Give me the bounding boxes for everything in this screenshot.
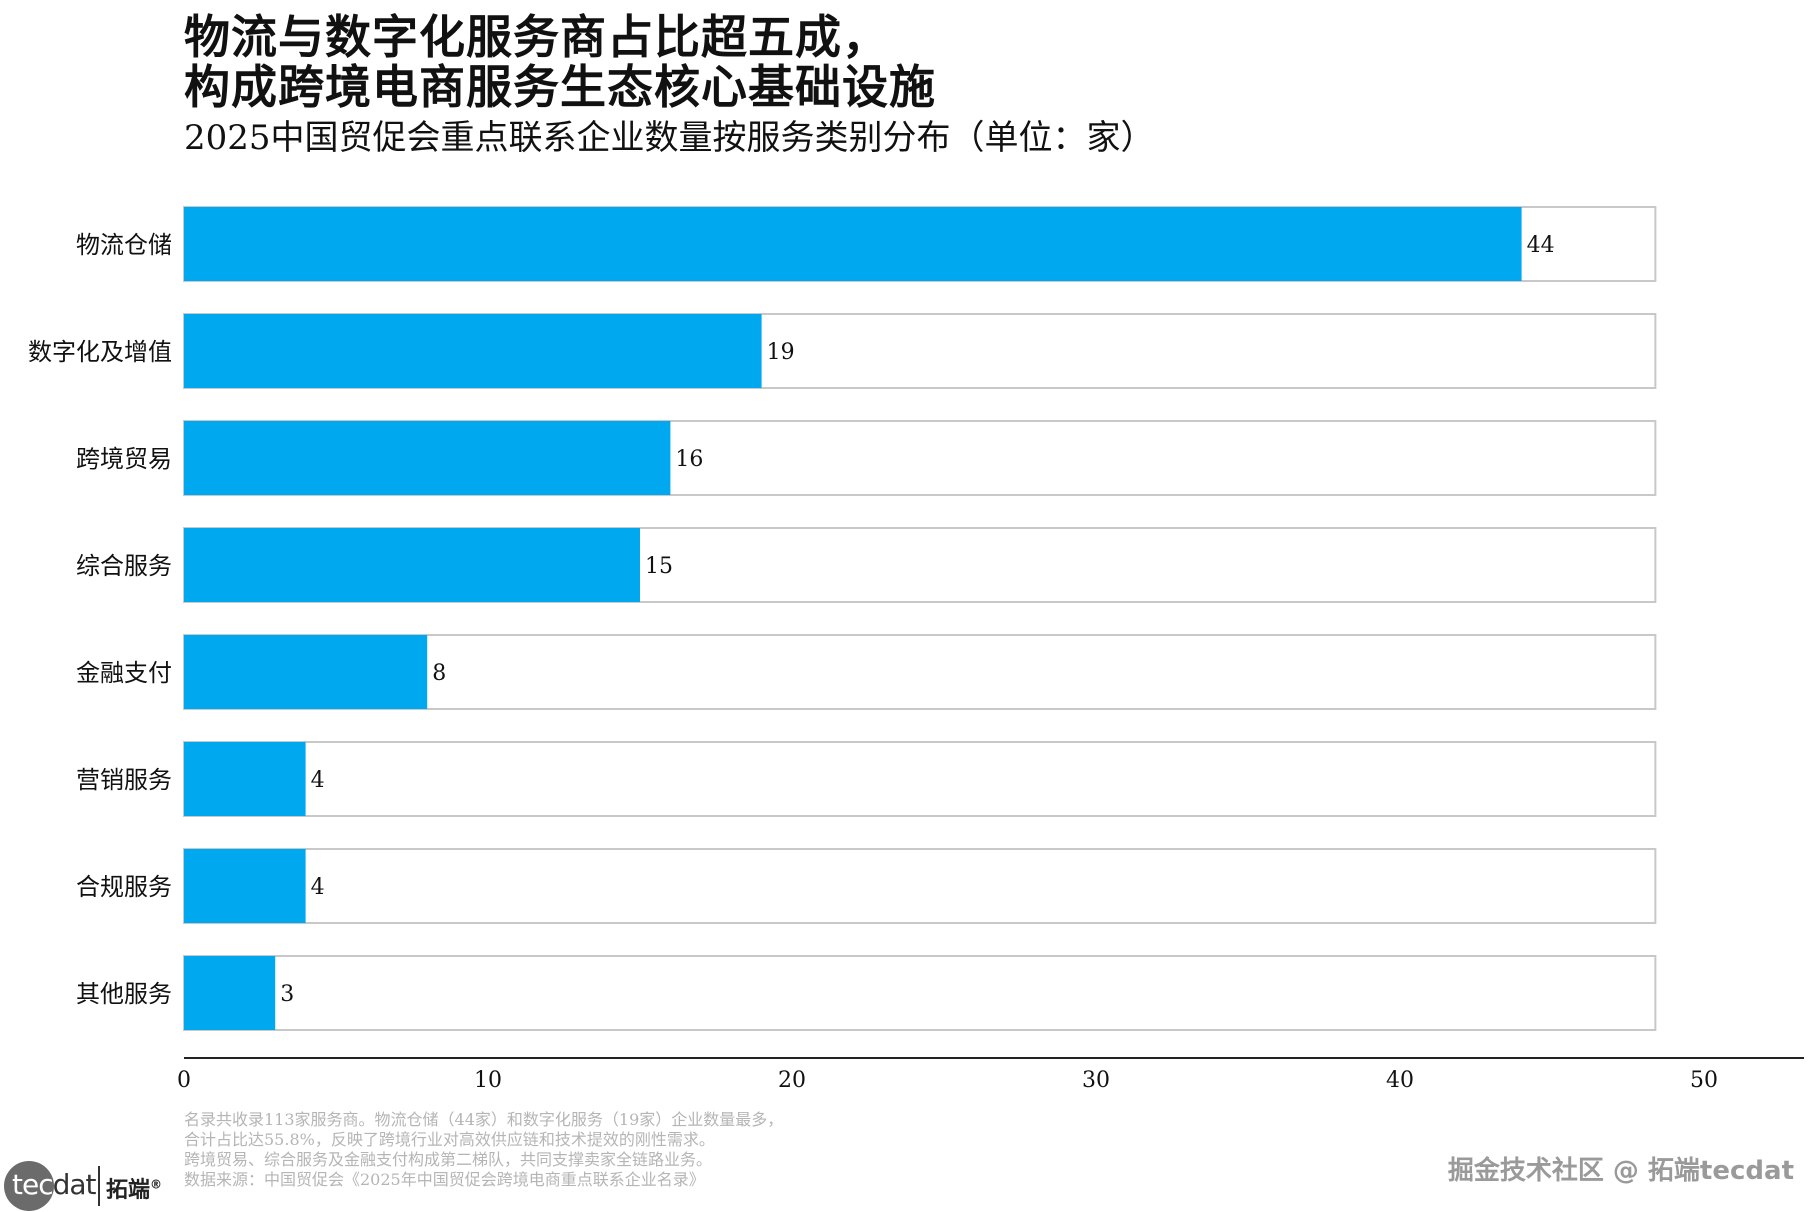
category-label: 跨境贸易 [76, 445, 172, 473]
x-tick-label: 10 [474, 1068, 502, 1093]
category-label: 合规服务 [76, 873, 172, 901]
bar [184, 742, 306, 816]
category-label: 金融支付 [76, 659, 172, 687]
x-tick-label: 50 [1690, 1068, 1718, 1093]
bar [184, 849, 306, 923]
category-label: 营销服务 [76, 766, 172, 794]
bar [184, 635, 428, 709]
bar [184, 314, 762, 388]
bar-chart: 物流仓储 44 数字化及增值 19 跨境贸易 16 综合服务 15 金融支付 8 营销服务 4 合规服务… [28, 206, 1804, 1093]
category-label: 综合服务 [76, 552, 172, 580]
footnote-line: 跨境贸易、综合服务及金融支付构成第二梯队，共同支撑卖家全链路业务。 [184, 1150, 713, 1169]
bar [184, 956, 276, 1030]
category-label: 其他服务 [76, 980, 172, 1008]
logo-wordmark: tecdat [12, 1168, 97, 1201]
footnote-line: 数据来源：中国贸促会《2025年中国贸促会跨境电商重点联系企业名录》 [184, 1170, 705, 1189]
footnote: 名录共收录113家服务商。物流仓储（44家）和数字化服务（19家）企业数量最多，… [184, 1110, 783, 1190]
x-tick-label: 0 [177, 1068, 191, 1093]
data-label: 44 [1527, 233, 1555, 258]
logo-brand: 拓端® [106, 1177, 163, 1203]
logo-divider [98, 1166, 100, 1206]
footnote-line: 合计占比达55.8%，反映了跨境行业对高效供应链和技术提效的刚性需求。 [184, 1130, 715, 1149]
data-label: 8 [432, 661, 446, 686]
category-label: 数字化及增值 [28, 338, 172, 366]
title-line-2: 构成跨境电商服务生态核心基础设施 [184, 60, 936, 114]
x-tick-label: 20 [778, 1068, 806, 1093]
bar-track [183, 634, 1657, 710]
chart-subtitle: 2025中国贸促会重点联系企业数量按服务类别分布（单位：家） [184, 118, 1155, 158]
bar [184, 207, 1522, 281]
footnote-line: 名录共收录113家服务商。物流仓储（44家）和数字化服务（19家）企业数量最多， [184, 1110, 784, 1129]
data-label: 3 [280, 982, 294, 1007]
title-line-1: 物流与数字化服务商占比超五成， [184, 10, 889, 64]
data-label: 16 [675, 447, 703, 472]
bar-track [183, 848, 1657, 924]
data-label: 15 [645, 554, 673, 579]
data-label: 4 [311, 768, 325, 793]
bar-track [183, 955, 1657, 1031]
x-tick-label: 30 [1082, 1068, 1110, 1093]
bar-track [183, 741, 1657, 817]
watermark: 掘金技术社区 @ 拓端tecdat [1447, 1156, 1794, 1186]
data-label: 19 [767, 340, 795, 365]
category-label: 物流仓储 [76, 231, 172, 259]
bar [184, 421, 671, 495]
x-tick-label: 40 [1386, 1068, 1414, 1093]
tecdat-logo: tecdat 拓端® [4, 1160, 162, 1212]
logo-circle-icon [4, 1161, 54, 1211]
data-label: 4 [311, 875, 325, 900]
bar [184, 528, 640, 602]
chart-title: 物流与数字化服务商占比超五成， 构成跨境电商服务生态核心基础设施 [184, 12, 936, 112]
